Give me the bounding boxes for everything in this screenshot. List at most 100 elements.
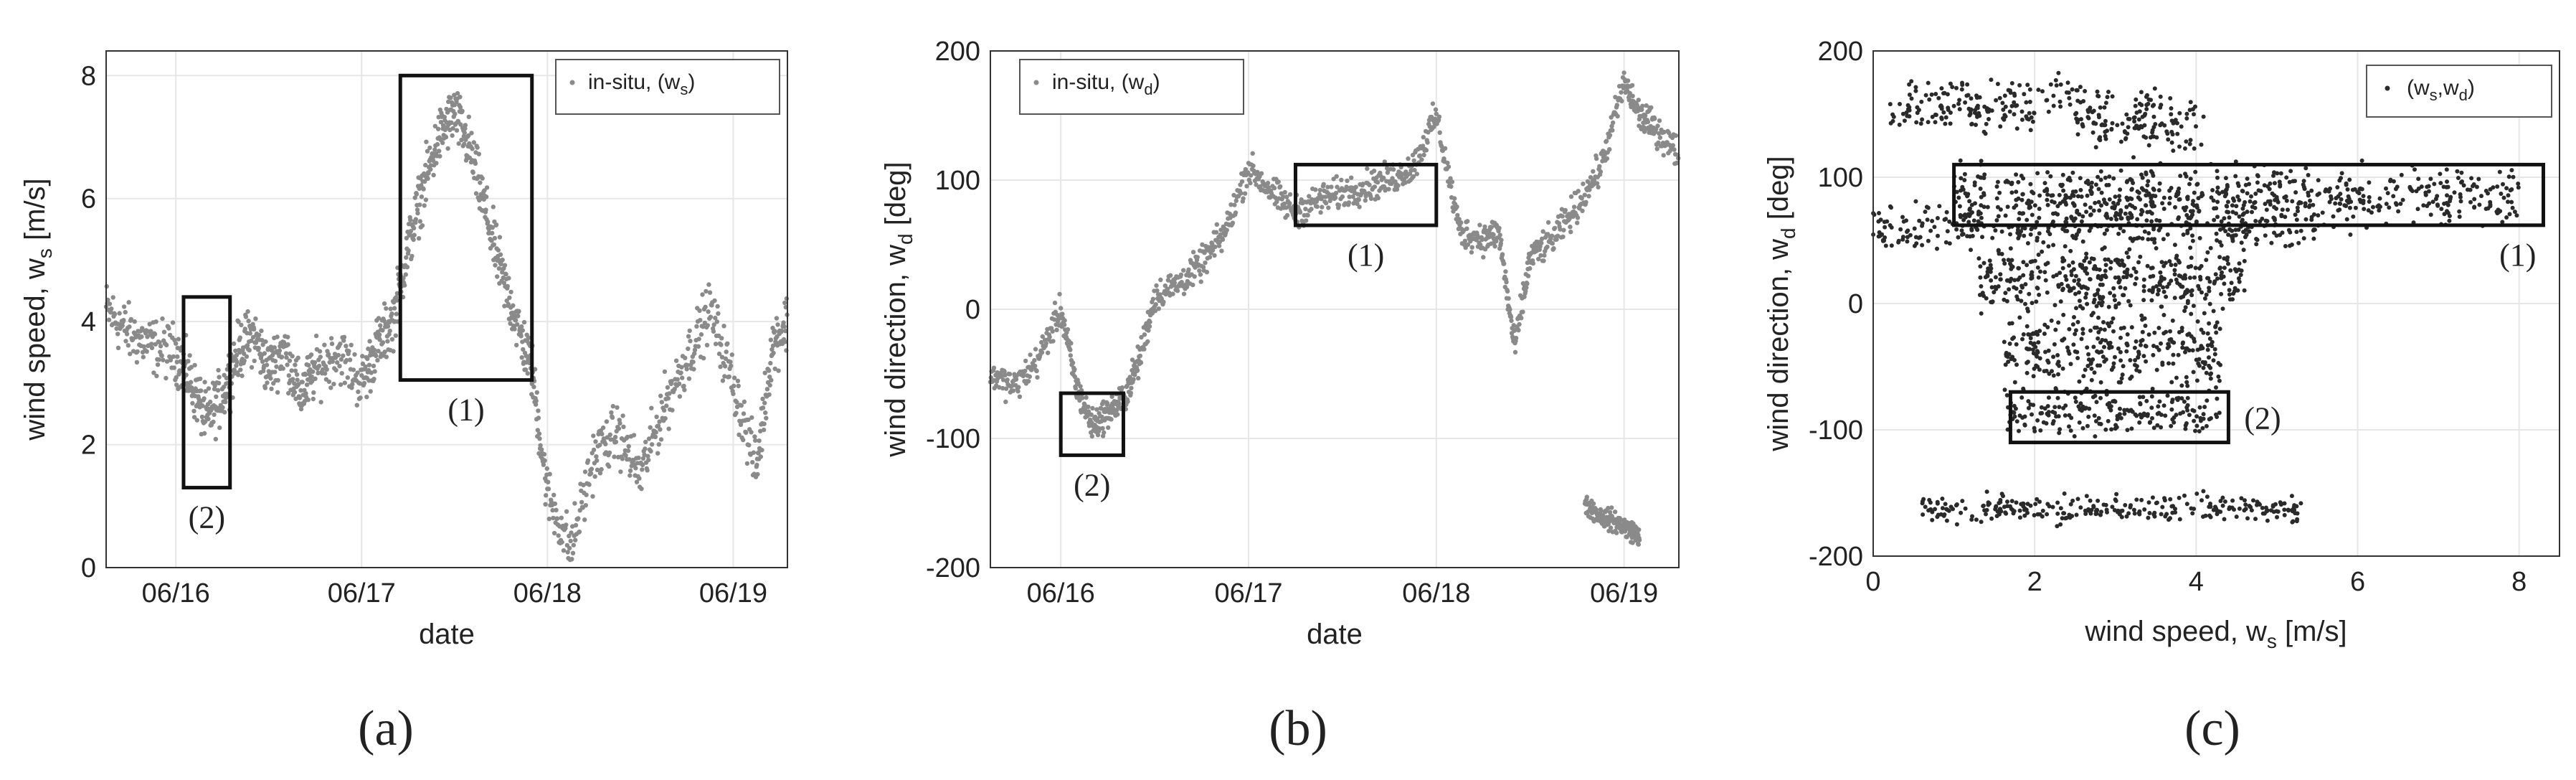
c-point <box>2226 261 2230 266</box>
a-point <box>141 354 146 360</box>
c-point <box>2075 132 2080 137</box>
c-point <box>2141 134 2146 139</box>
c-point <box>2002 261 2007 266</box>
c-point <box>2113 194 2118 199</box>
c-point <box>2103 133 2108 138</box>
a-point <box>627 457 632 462</box>
b-point <box>1046 350 1051 355</box>
c-point <box>2035 235 2040 240</box>
c-point <box>2096 187 2101 192</box>
c-point <box>1993 275 1998 280</box>
b-point <box>1094 407 1099 412</box>
c-point <box>2154 217 2159 222</box>
c-point <box>2095 363 2100 368</box>
a-point <box>283 351 289 356</box>
c-point <box>2032 203 2037 208</box>
b-point <box>1326 205 1331 210</box>
a-point <box>659 400 664 405</box>
b-point <box>1099 406 1104 411</box>
a-point <box>526 335 531 340</box>
b-point <box>1165 278 1171 283</box>
c-point <box>2090 130 2096 135</box>
c-point <box>1957 98 1962 103</box>
a-point <box>374 353 379 358</box>
c-point <box>2184 174 2189 179</box>
a-point <box>615 405 620 410</box>
c-point <box>2253 199 2258 205</box>
b-point <box>1375 179 1381 185</box>
c-point <box>2297 199 2302 205</box>
c-point <box>2212 352 2217 357</box>
a-point <box>665 385 671 390</box>
a-point <box>569 530 574 535</box>
c-point <box>2098 169 2103 174</box>
a-point <box>779 328 785 334</box>
c-point <box>2106 321 2110 326</box>
c-point <box>1994 286 1999 291</box>
c-point <box>2151 352 2156 357</box>
a-point <box>164 342 169 348</box>
a-point <box>686 334 691 339</box>
c-point <box>2472 205 2477 210</box>
a-point <box>252 358 257 364</box>
a-point <box>666 426 671 431</box>
a-point <box>114 326 119 332</box>
b-point <box>1060 311 1065 316</box>
c-point <box>2329 194 2334 199</box>
a-point <box>504 298 509 304</box>
a-xtick-label-3: 06/19 <box>699 578 767 609</box>
a-point <box>128 352 133 357</box>
c-point <box>2504 215 2509 220</box>
b-point <box>1596 184 1601 189</box>
c-point <box>1929 92 1934 97</box>
c-point <box>2002 93 2007 98</box>
c-point <box>2104 212 2109 216</box>
c-point <box>2346 200 2351 205</box>
a-point <box>782 324 787 329</box>
b-point <box>1516 328 1521 333</box>
c-point <box>2113 298 2117 303</box>
c-point <box>1974 123 1978 127</box>
a-point <box>519 355 524 360</box>
c-point <box>2071 286 2076 291</box>
c-point <box>2396 209 2401 214</box>
c-point <box>2208 365 2213 370</box>
a-point <box>625 434 630 440</box>
c-point <box>2088 212 2093 217</box>
a-point <box>573 522 579 528</box>
c-point <box>1956 101 1961 106</box>
c-point <box>2172 340 2177 345</box>
b-point <box>1129 385 1134 390</box>
a-point <box>402 283 407 288</box>
b-point <box>1216 243 1222 248</box>
b-point <box>1068 353 1074 358</box>
a-point <box>364 395 369 400</box>
c-point <box>2286 207 2290 212</box>
c-point <box>2272 181 2277 186</box>
c-point <box>2156 326 2161 330</box>
b-point <box>1508 314 1514 320</box>
a-point <box>680 375 685 380</box>
a-point <box>536 408 541 413</box>
a-point <box>189 365 194 370</box>
a-point <box>337 364 342 369</box>
b-point <box>1431 124 1436 129</box>
c-point <box>2051 243 2056 248</box>
c-point <box>2075 281 2080 286</box>
b-point <box>1249 173 1254 178</box>
a-point <box>692 351 697 356</box>
b-point <box>1640 103 1645 108</box>
c-point <box>2195 319 2200 324</box>
c-point <box>1961 213 1966 218</box>
c-point <box>2068 248 2073 253</box>
c-point <box>1978 187 1983 191</box>
a-point <box>708 314 714 319</box>
a-point <box>384 354 389 360</box>
b-point <box>1414 171 1420 177</box>
c-point <box>2037 193 2042 198</box>
b-point <box>1580 208 1585 213</box>
a-point <box>115 332 120 337</box>
c-point <box>2214 330 2219 335</box>
b-point <box>1358 192 1364 197</box>
b-point <box>1320 205 1325 210</box>
